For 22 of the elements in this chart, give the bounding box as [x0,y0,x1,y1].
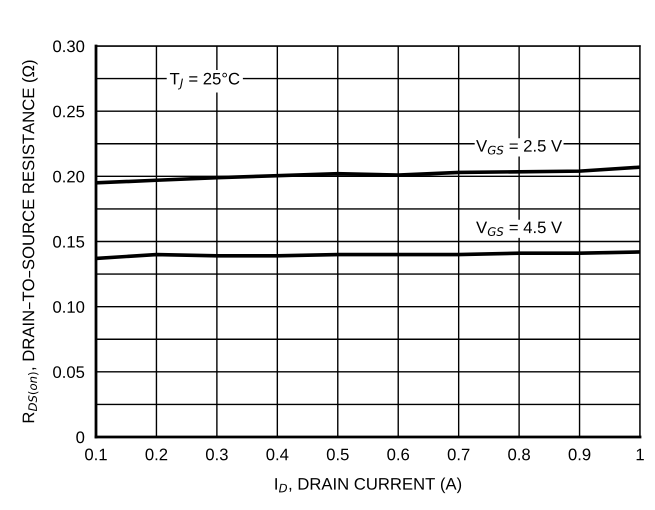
x-tick-label: 0.7 [448,448,470,460]
x-tick-label: 1 [636,448,644,460]
x-tick-label: 0.5 [326,448,349,460]
y-tick-label: 0 [76,431,84,444]
y-tick-label: 0.30 [53,40,84,52]
series-label: V$_{GS}$ = 4.5 V [476,222,562,236]
x-tick-label: 0.2 [146,448,168,460]
y-tick-label: 0.20 [53,170,84,183]
x-tick-label: 0.9 [568,448,590,460]
y-tick-label: 0.10 [53,301,84,313]
x-axis-title: I$_{D}$, DRAIN CURRENT (A) [275,478,462,494]
y-tick-label: 0.05 [53,366,84,378]
y-tick-label: 0.15 [53,236,84,248]
x-tick-label: 0.8 [508,448,530,460]
annotation: T$_{J}$ = 25°C [170,72,240,90]
x-tick-label: 0.6 [387,448,410,460]
x-tick-label: 0.3 [206,448,228,460]
x-tick-label: 0.4 [266,448,288,460]
y-tick-label: 0.25 [53,106,84,118]
x-tick-label: 0.1 [85,448,107,460]
series-label: V$_{GS}$ = 2.5 V [476,140,562,155]
y-axis-title: R$_{DS(on)}$, DRAIN–TO–SOURCE RESISTANCE (Ω) [22,60,38,422]
